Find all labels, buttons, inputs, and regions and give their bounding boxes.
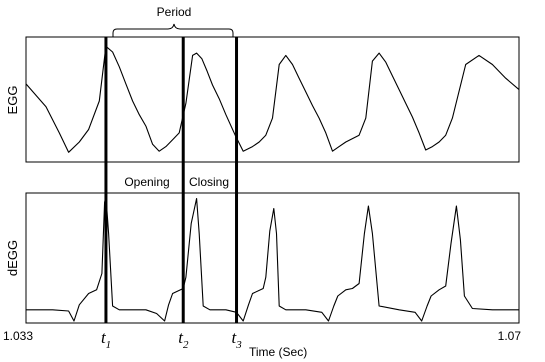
marker-label-t1: t1 bbox=[101, 328, 111, 351]
markers: t1 t2 t3 bbox=[101, 37, 242, 351]
degg-panel bbox=[25, 192, 520, 324]
opening-label: Opening bbox=[124, 175, 169, 189]
x-axis-title: Time (Sec) bbox=[249, 345, 307, 359]
marker-label-t3: t3 bbox=[232, 328, 243, 351]
x-min-label: 1.033 bbox=[3, 329, 33, 343]
degg-trace bbox=[26, 195, 519, 322]
period-brace bbox=[112, 23, 234, 37]
egg-panel bbox=[25, 36, 520, 163]
egg-ylabel: EGG bbox=[5, 86, 20, 115]
egg-trace bbox=[25, 45, 520, 153]
period-label: Period bbox=[157, 5, 192, 19]
closing-label: Closing bbox=[189, 175, 229, 189]
marker-label-t2: t2 bbox=[178, 328, 189, 351]
degg-ylabel: dEGG bbox=[5, 240, 20, 276]
x-max-label: 1.07 bbox=[498, 329, 522, 343]
